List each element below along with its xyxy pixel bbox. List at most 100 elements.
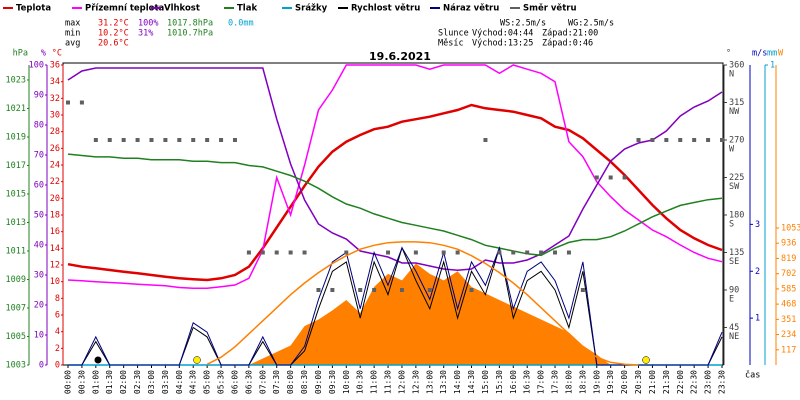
moon-info: Měsíc: [438, 39, 464, 49]
x-tick-label: 05:00: [203, 370, 212, 394]
x-tick-label: 14:00: [453, 370, 462, 394]
direction-label: SE: [729, 257, 739, 267]
direction-point: [386, 250, 391, 255]
series-line: [206, 241, 639, 366]
x-tick-label: 06:30: [244, 370, 253, 394]
y-tick-label: 6: [55, 311, 60, 321]
direction-point: [93, 138, 98, 142]
stat-text: 100%: [138, 19, 158, 29]
direction-point: [316, 288, 321, 292]
y-tick-label: 1009: [6, 275, 26, 285]
y-tick-label: 1017: [6, 161, 26, 171]
direction-point: [372, 288, 377, 292]
x-tick-label: 19:30: [606, 370, 615, 394]
legend-label: Tlak: [237, 4, 257, 14]
direction-point: [149, 138, 154, 142]
y-tick-label: 90: [729, 286, 739, 296]
direction-point: [539, 250, 544, 255]
stat-text: 31%: [138, 29, 153, 39]
chart-title: 19.6.2021: [369, 50, 431, 63]
series-line: [68, 246, 723, 366]
direction-point: [511, 250, 516, 255]
y-tick-label: 1013: [6, 218, 26, 228]
stat-text: 10.2°C: [98, 29, 129, 39]
y-tick-label: 1021: [6, 104, 26, 114]
direction-point: [720, 138, 724, 142]
stat-text: 20.6°C: [98, 39, 129, 49]
direction-point: [622, 175, 627, 180]
x-tick-label: 15:00: [481, 370, 490, 394]
direction-point: [79, 100, 84, 105]
x-tick-label: 02:00: [119, 370, 128, 394]
x-tick-label: 07:00: [258, 370, 267, 394]
y-tick-label: 2: [55, 344, 60, 354]
y-tick-label: 2: [755, 267, 760, 277]
x-tick-label: 06:00: [230, 370, 239, 394]
x-tick-label: 01:30: [105, 370, 114, 394]
y-tick-label: 22: [50, 177, 60, 187]
x-tick-label: 08:30: [300, 370, 309, 394]
y-tick-label: 1023: [6, 75, 26, 85]
y-tick-label: 0: [39, 361, 44, 371]
x-axis-label: čas: [745, 370, 760, 381]
stat-text: max: [65, 19, 80, 29]
sunset-icon: [642, 356, 650, 364]
y-tick-label: 3: [755, 220, 760, 230]
x-tick-label: 21:00: [648, 370, 657, 394]
direction-label: S: [729, 220, 734, 230]
legend-label: Přízemní teplota: [85, 4, 165, 14]
x-tick-label: 12:00: [397, 370, 406, 394]
axis-unit: %: [41, 49, 46, 59]
y-tick-label: 315: [729, 98, 744, 108]
y-tick-label: 1003: [6, 361, 26, 371]
direction-point: [177, 138, 182, 142]
direction-point: [358, 288, 363, 292]
x-tick-label: 18:30: [578, 370, 587, 394]
x-tick-label: 05:30: [217, 370, 226, 394]
legend-label: Teplota: [16, 4, 51, 14]
y-tick-label: 468: [781, 300, 796, 310]
x-tick-label: 19:00: [592, 370, 601, 394]
direction-point: [566, 250, 571, 255]
x-tick-label: 04:30: [189, 370, 198, 394]
y-tick-label: 28: [50, 127, 60, 137]
legend-label: Vlhkost: [164, 4, 200, 14]
direction-point: [594, 175, 599, 180]
y-tick-label: 30: [50, 111, 60, 121]
x-tick-label: 23:30: [718, 370, 727, 394]
y-tick-label: 234: [781, 330, 796, 340]
sun-info: Západ:21:00: [542, 29, 598, 39]
direction-point: [330, 288, 335, 292]
series-line: [67, 67, 723, 271]
x-tick-label: 02:30: [133, 370, 142, 394]
y-tick-label: 180: [729, 211, 744, 221]
direction-point: [219, 138, 224, 142]
y-tick-label: 26: [50, 144, 60, 154]
y-tick-label: 16: [50, 227, 60, 237]
y-tick-label: 24: [50, 161, 60, 171]
x-tick-label: 20:00: [620, 370, 629, 394]
y-tick-label: 40: [34, 241, 44, 251]
direction-point: [121, 138, 126, 142]
direction-point: [441, 250, 446, 255]
wind-info: WG:2.5m/s: [568, 19, 614, 29]
y-tick-label: 819: [781, 254, 796, 264]
y-tick-label: 135: [729, 248, 744, 258]
y-tick-label: 34: [50, 77, 60, 87]
legend-label: Srážky: [295, 4, 328, 14]
moon-info: Západ:0:46: [542, 39, 593, 49]
direction-point: [427, 288, 432, 292]
stat-text: 0.0mm: [228, 19, 254, 29]
y-tick-label: 60: [34, 181, 44, 191]
y-tick-label: 4: [55, 327, 60, 337]
x-tick-label: 01:00: [91, 370, 100, 394]
x-tick-label: 11:00: [370, 370, 379, 394]
stat-text: 31.2°C: [98, 19, 129, 29]
direction-point: [302, 250, 307, 255]
direction-point: [497, 250, 502, 255]
wind-info: WS:2.5m/s: [500, 19, 546, 29]
moonset-icon: [94, 356, 102, 364]
axis-unit: °C: [52, 49, 62, 59]
direction-label: N: [729, 70, 734, 80]
